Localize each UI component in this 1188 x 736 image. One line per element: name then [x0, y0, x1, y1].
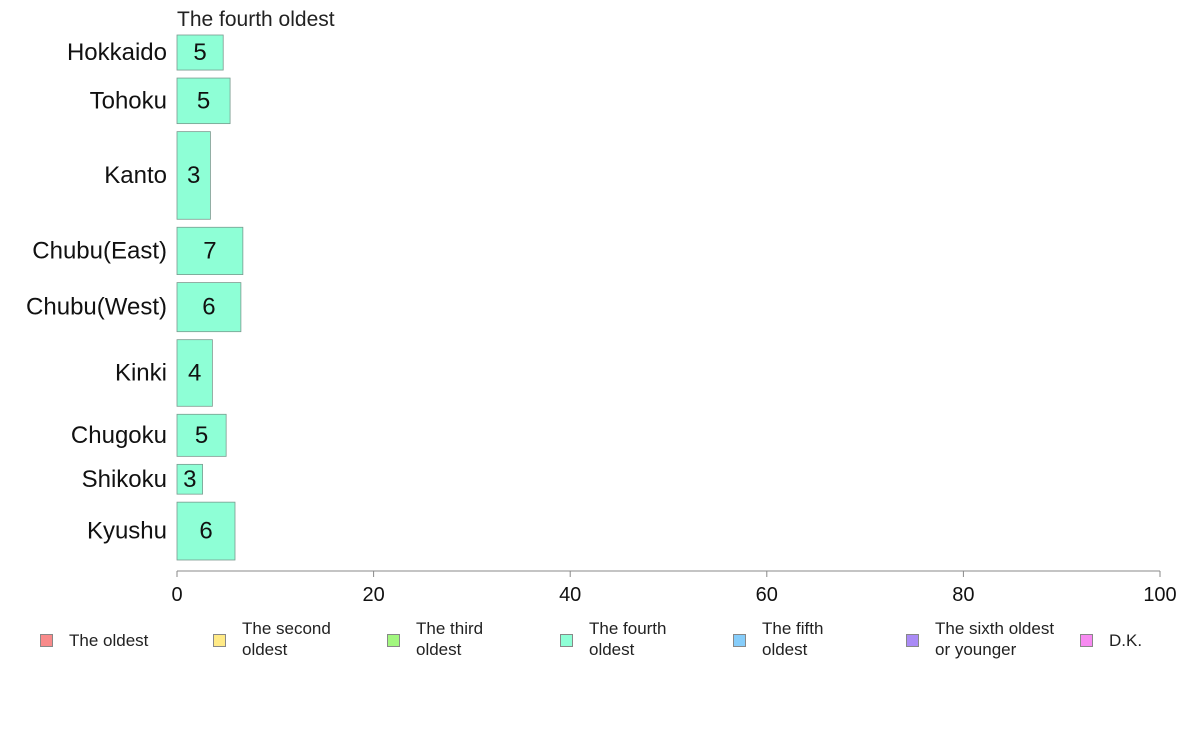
bar-tohoku: [176, 77, 231, 125]
legend-swatch: [906, 634, 919, 647]
legend-item: The oldest: [40, 618, 148, 651]
legend-label: The third oldest: [416, 619, 484, 659]
x-tick-label: 100: [1143, 584, 1176, 606]
bar-value-label: 4: [188, 359, 201, 386]
legend-item: The third oldest: [387, 618, 483, 660]
legend-item: D.K.: [1080, 618, 1142, 651]
bar-value-label: 5: [193, 39, 206, 66]
bar-value-label: 5: [195, 422, 208, 449]
bar-chubu-west: [176, 282, 242, 333]
category-label: Tohoku: [90, 87, 167, 114]
bar-hokkaido: [176, 34, 224, 71]
category-label: Chubu(East): [32, 237, 167, 264]
legend-item: The second oldest: [213, 618, 331, 660]
category-label: Kanto: [104, 162, 167, 189]
bar-kanto: [176, 131, 211, 220]
bar-chugoku: [176, 413, 227, 457]
legend-item: The fourth oldest: [560, 618, 667, 660]
legend-swatch: [733, 634, 746, 647]
x-tick-label: 0: [171, 584, 182, 606]
bar-chubu-east: [176, 226, 244, 276]
legend-swatch: [40, 634, 53, 647]
category-label: Kyushu: [87, 518, 167, 545]
bar-value-label: 6: [202, 294, 215, 321]
legend-swatch: [560, 634, 573, 647]
bar-value-label: 3: [183, 466, 196, 493]
legend-label: The fifth oldest: [762, 619, 824, 659]
bar-kinki: [176, 339, 213, 407]
legend: The oldest The second oldest The third old…: [0, 618, 1188, 668]
legend-label: The oldest: [69, 631, 149, 650]
legend-item: The fifth oldest: [733, 618, 823, 660]
legend-label: The second oldest: [242, 619, 331, 659]
legend-label: D.K.: [1109, 631, 1143, 650]
x-tick-label: 80: [952, 584, 974, 606]
category-label: Chugoku: [71, 422, 167, 449]
bar-shikoku: [176, 463, 203, 495]
bar-kyushu: [176, 501, 236, 561]
legend-label: The sixth oldest or younger: [935, 619, 1055, 659]
category-label: Shikoku: [82, 466, 167, 493]
legend-swatch: [387, 634, 400, 647]
legend-label: The fourth oldest: [589, 619, 667, 659]
bar-value-label: 6: [199, 518, 212, 545]
category-label: Chubu(West): [26, 294, 167, 321]
bar-chart: The fourth oldest 5 Hokkaido 5 Tohoku 3 Kanto…: [26, 8, 1177, 606]
x-tick-label: 20: [362, 584, 384, 606]
chart-title: The fourth oldest: [177, 8, 335, 31]
legend-item: The sixth oldest or younger: [906, 618, 1054, 660]
legend-swatch: [213, 634, 226, 647]
category-label: Hokkaido: [67, 39, 167, 66]
x-tick-label: 40: [559, 584, 581, 606]
x-tick-label: 60: [756, 584, 778, 606]
category-label: Kinki: [115, 359, 167, 386]
legend-swatch: [1080, 634, 1093, 647]
bar-value-label: 7: [203, 237, 216, 264]
bar-value-label: 5: [197, 87, 210, 114]
bar-value-label: 3: [187, 162, 200, 189]
